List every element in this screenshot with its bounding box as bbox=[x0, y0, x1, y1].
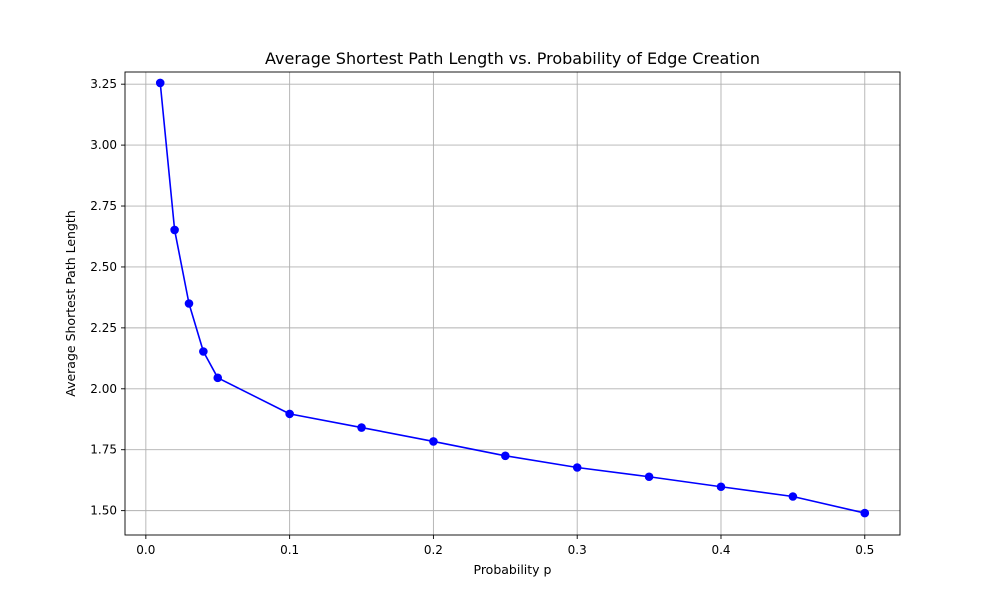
data-point bbox=[572, 463, 582, 472]
y-tick-label: 2.00 bbox=[90, 382, 117, 396]
y-tick-label: 3.00 bbox=[90, 138, 117, 152]
data-point bbox=[501, 451, 510, 461]
x-tick-label: 0.0 bbox=[136, 543, 155, 557]
y-tick-label: 1.50 bbox=[90, 504, 117, 518]
data-point bbox=[860, 508, 870, 518]
x-tick-label: 0.5 bbox=[855, 543, 874, 557]
y-axis-ticks: 1.50 1.75 2.00 2.25 2.50 2.75 3.00 3.25 bbox=[90, 77, 125, 518]
data-point bbox=[155, 78, 165, 88]
data-point bbox=[285, 409, 294, 419]
y-tick-label: 2.25 bbox=[90, 321, 117, 335]
series-line bbox=[159, 82, 865, 514]
data-point bbox=[788, 492, 798, 501]
x-axis-ticks: 0.0 0.1 0.2 0.3 0.4 0.5 bbox=[136, 535, 874, 557]
plot-frame bbox=[124, 71, 901, 536]
data-point bbox=[716, 482, 726, 492]
data-point bbox=[199, 347, 208, 356]
chart-title: Average Shortest Path Length vs. Probabi… bbox=[265, 49, 760, 68]
y-tick-label: 2.75 bbox=[90, 199, 117, 213]
x-tick-label: 0.3 bbox=[568, 543, 587, 557]
y-tick-label: 3.25 bbox=[90, 77, 117, 91]
x-tick-label: 0.1 bbox=[280, 543, 299, 557]
series-layer bbox=[155, 78, 870, 518]
data-point bbox=[644, 472, 654, 482]
y-axis-label: Average Shortest Path Length bbox=[63, 210, 78, 396]
data-point bbox=[170, 225, 179, 235]
data-point bbox=[429, 437, 438, 446]
x-axis-label: Probability p bbox=[474, 562, 552, 577]
data-point bbox=[184, 299, 194, 308]
y-tick-label: 1.75 bbox=[90, 443, 117, 457]
data-point bbox=[213, 373, 223, 383]
x-tick-label: 0.4 bbox=[711, 543, 730, 557]
x-tick-label: 0.2 bbox=[424, 543, 443, 557]
data-point bbox=[357, 423, 366, 432]
y-tick-label: 2.50 bbox=[90, 260, 117, 274]
grid bbox=[125, 72, 900, 535]
